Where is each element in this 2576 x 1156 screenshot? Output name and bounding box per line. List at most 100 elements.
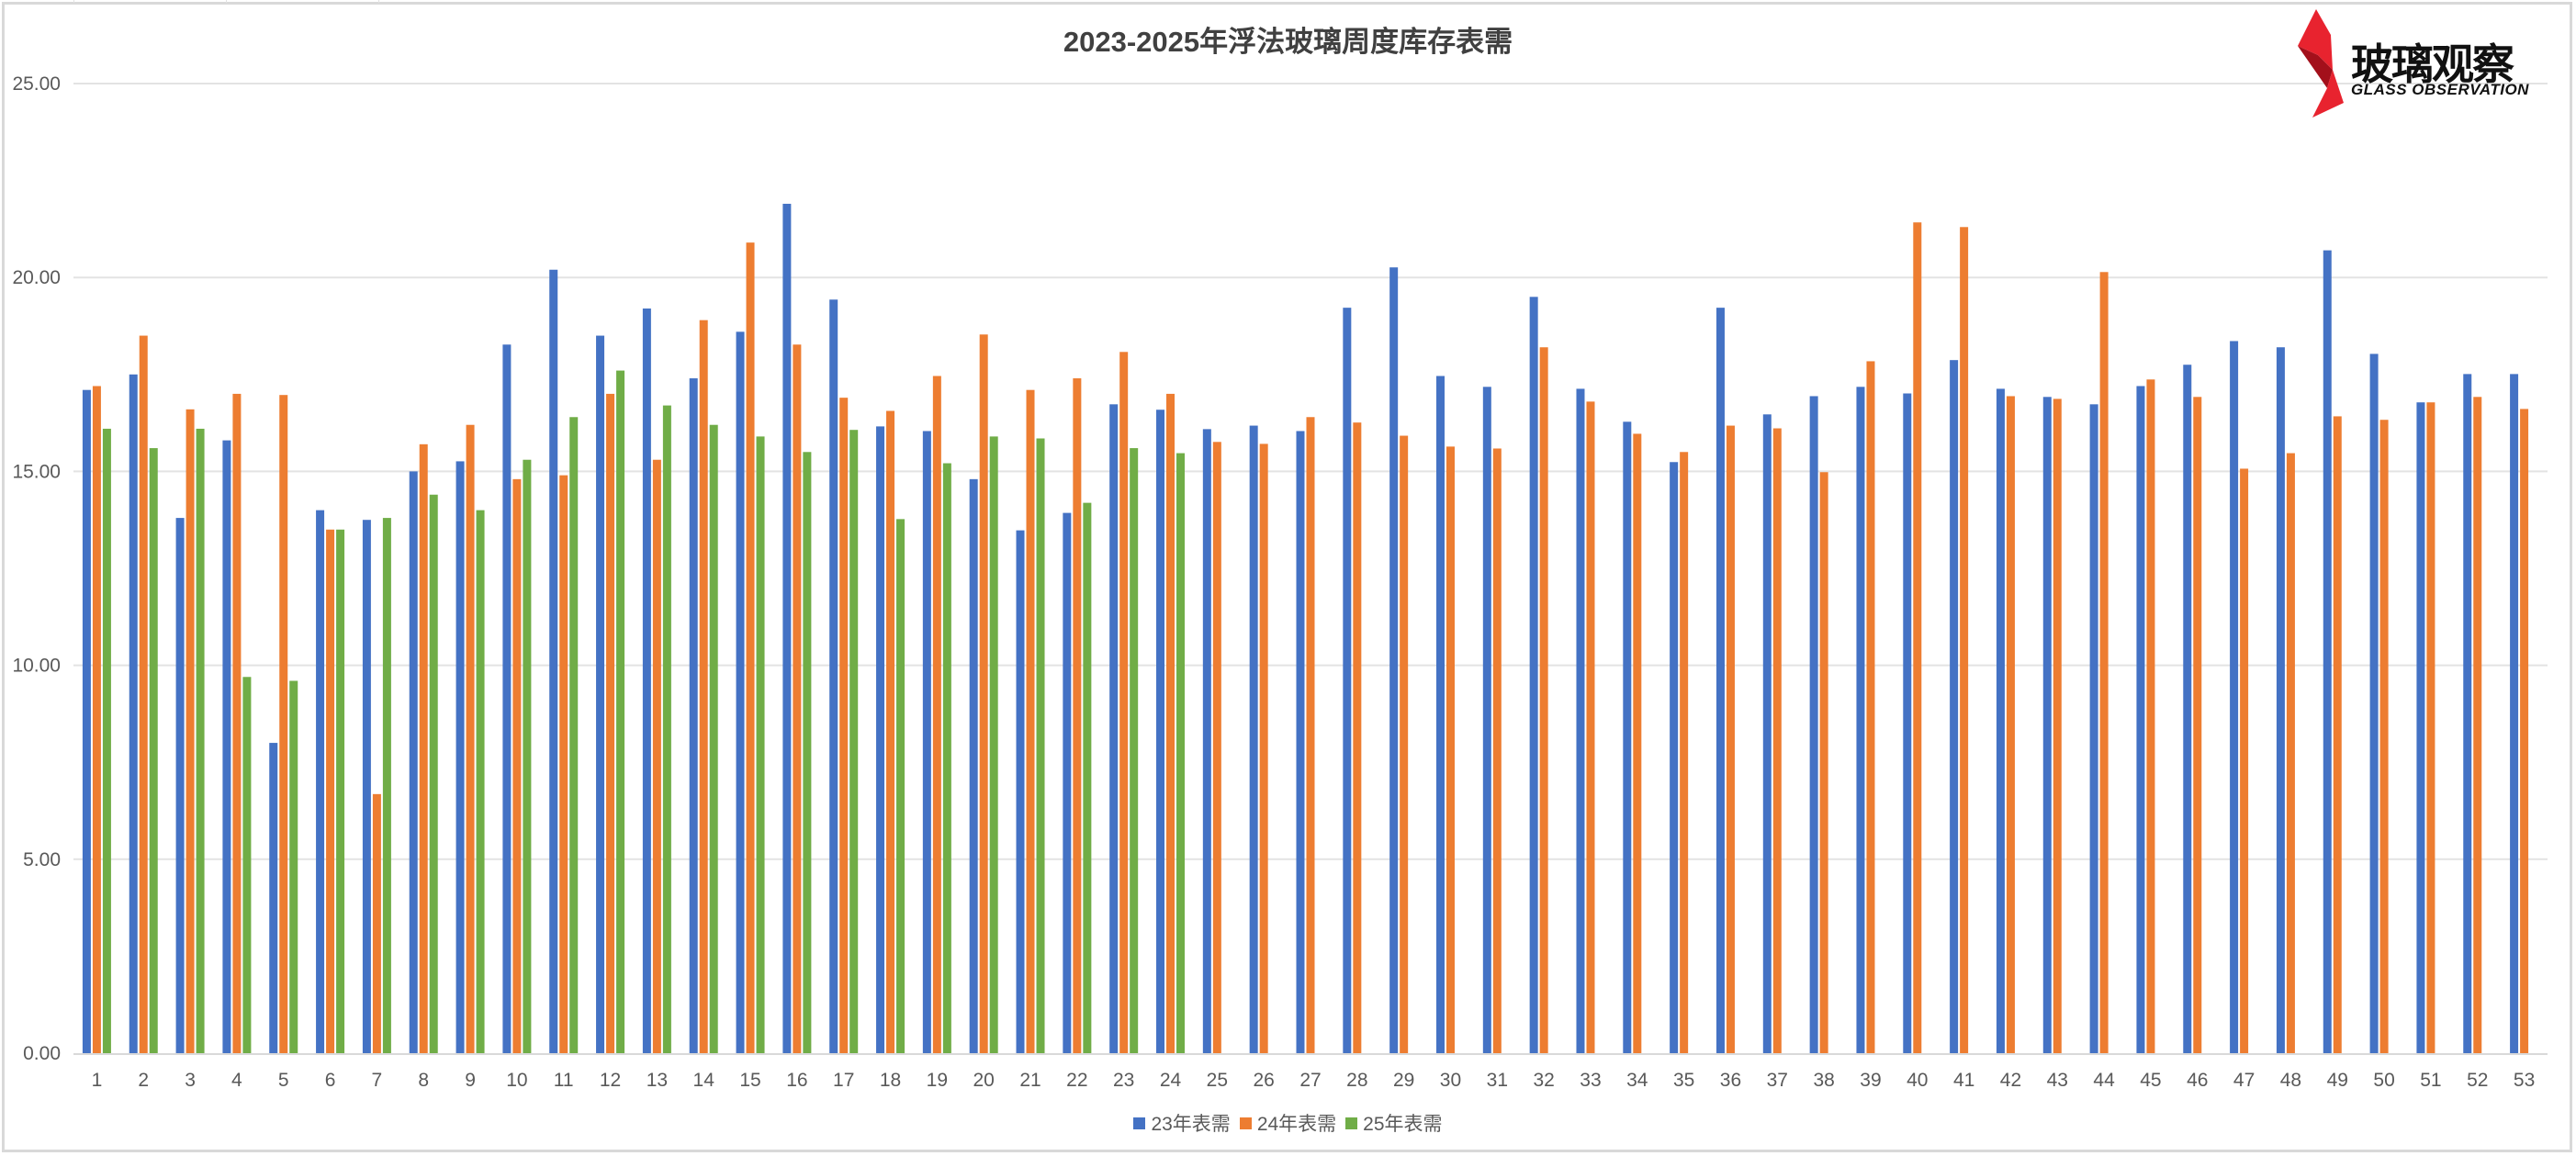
bar xyxy=(1212,442,1221,1053)
bar xyxy=(336,529,345,1053)
legend-label: 24年表需 xyxy=(1256,1114,1337,1135)
legend-item-2024: 24年表需 xyxy=(1239,1109,1337,1137)
x-tick-label: 42 xyxy=(2000,1070,2021,1091)
legend-label: 23年表需 xyxy=(1151,1114,1231,1135)
bar xyxy=(2042,397,2052,1053)
bar xyxy=(782,203,792,1054)
bar xyxy=(1445,446,1455,1053)
bar xyxy=(1259,443,1268,1053)
x-tick-label: 11 xyxy=(554,1070,574,1091)
bar xyxy=(1249,425,1258,1054)
red-star-logo-icon xyxy=(2298,9,2344,118)
bar xyxy=(139,335,148,1053)
bar xyxy=(429,494,438,1053)
x-tick-label: 14 xyxy=(693,1070,715,1091)
x-tick-label: 22 xyxy=(1066,1070,1087,1091)
x-tick-label: 47 xyxy=(2233,1070,2255,1091)
bar xyxy=(616,370,625,1053)
bar xyxy=(689,378,698,1053)
bar xyxy=(1016,530,1025,1053)
bar xyxy=(232,393,242,1053)
bar xyxy=(2240,468,2249,1053)
bar xyxy=(2136,386,2145,1053)
bar xyxy=(196,428,205,1053)
bar xyxy=(1809,396,1818,1053)
x-tick-label: 6 xyxy=(325,1070,336,1091)
bar xyxy=(1026,389,1035,1053)
bar xyxy=(289,680,298,1053)
bar xyxy=(736,331,745,1053)
bar xyxy=(829,299,838,1053)
bar xyxy=(942,463,951,1053)
bar xyxy=(1036,438,1045,1054)
bar xyxy=(896,519,906,1053)
x-tick-label: 46 xyxy=(2187,1070,2208,1091)
bar xyxy=(2053,398,2062,1053)
bar xyxy=(2333,416,2342,1053)
x-tick-label: 40 xyxy=(1907,1070,1928,1091)
bar xyxy=(1492,448,1502,1053)
x-tick-label: 44 xyxy=(2093,1070,2115,1091)
x-tick-label: 37 xyxy=(1767,1070,1788,1091)
bar xyxy=(1296,431,1305,1053)
bar xyxy=(1073,378,1082,1053)
y-tick-label: 5.00 xyxy=(23,849,61,870)
bar xyxy=(409,471,418,1053)
bar xyxy=(1633,433,1642,1053)
bar xyxy=(606,393,615,1053)
x-tick-label: 7 xyxy=(372,1070,383,1091)
bar xyxy=(1130,448,1139,1053)
y-tick-label: 20.00 xyxy=(12,267,61,288)
x-tick-label: 30 xyxy=(1440,1070,1461,1091)
bar xyxy=(886,410,895,1053)
bar xyxy=(2276,347,2285,1053)
sheet-gridline-mark xyxy=(226,0,227,3)
x-tick-label: 31 xyxy=(1487,1070,1508,1091)
x-tick-label: 13 xyxy=(647,1070,668,1091)
x-tick-label: 52 xyxy=(2467,1070,2488,1091)
bar xyxy=(876,426,885,1053)
bar xyxy=(222,440,231,1053)
bar xyxy=(502,344,512,1053)
bar xyxy=(382,518,391,1053)
sheet-gridline-mark xyxy=(73,0,74,3)
bar xyxy=(1680,452,1689,1053)
y-axis-labels: 0.00 5.00 10.00 15.00 20.00 25.00 xyxy=(12,73,61,1064)
bar xyxy=(1903,393,1912,1054)
bar xyxy=(1819,472,1828,1053)
bar xyxy=(549,269,558,1053)
sheet-gridline-mark xyxy=(378,0,379,3)
x-tick-label: 2 xyxy=(138,1070,149,1091)
bar xyxy=(1866,361,1875,1054)
bar xyxy=(746,242,755,1054)
bar xyxy=(569,417,579,1053)
bar xyxy=(2473,397,2482,1053)
bar xyxy=(2323,250,2332,1054)
x-tick-label: 45 xyxy=(2140,1070,2161,1091)
logo-en-text: GLASS OBSERVATION xyxy=(2351,81,2529,98)
bar xyxy=(102,428,111,1053)
x-tick-label: 27 xyxy=(1299,1070,1321,1091)
x-axis-labels: 1 2 3 4 5 6 7 8 9 10 11 12 13 14 15 16 17 18 19 20 21 22 23 24 2… xyxy=(92,1070,2536,1091)
bar xyxy=(756,436,765,1053)
bar xyxy=(82,389,91,1053)
bar xyxy=(1772,428,1782,1053)
bar xyxy=(1539,347,1548,1053)
bar xyxy=(979,334,988,1053)
bar-series xyxy=(82,203,2529,1054)
x-tick-label: 32 xyxy=(1533,1070,1554,1091)
bar xyxy=(2286,453,2295,1053)
legend-label: 25年表需 xyxy=(1363,1114,1443,1135)
bar xyxy=(969,478,978,1053)
bar xyxy=(849,430,859,1053)
bar xyxy=(476,510,485,1053)
bar xyxy=(1063,512,1072,1053)
bar xyxy=(1343,308,1352,1053)
bar xyxy=(269,743,278,1053)
x-tick-label: 50 xyxy=(2373,1070,2394,1091)
bar xyxy=(2193,397,2202,1053)
bar xyxy=(1109,404,1119,1053)
bar xyxy=(2146,379,2155,1053)
bar xyxy=(2183,365,2192,1053)
